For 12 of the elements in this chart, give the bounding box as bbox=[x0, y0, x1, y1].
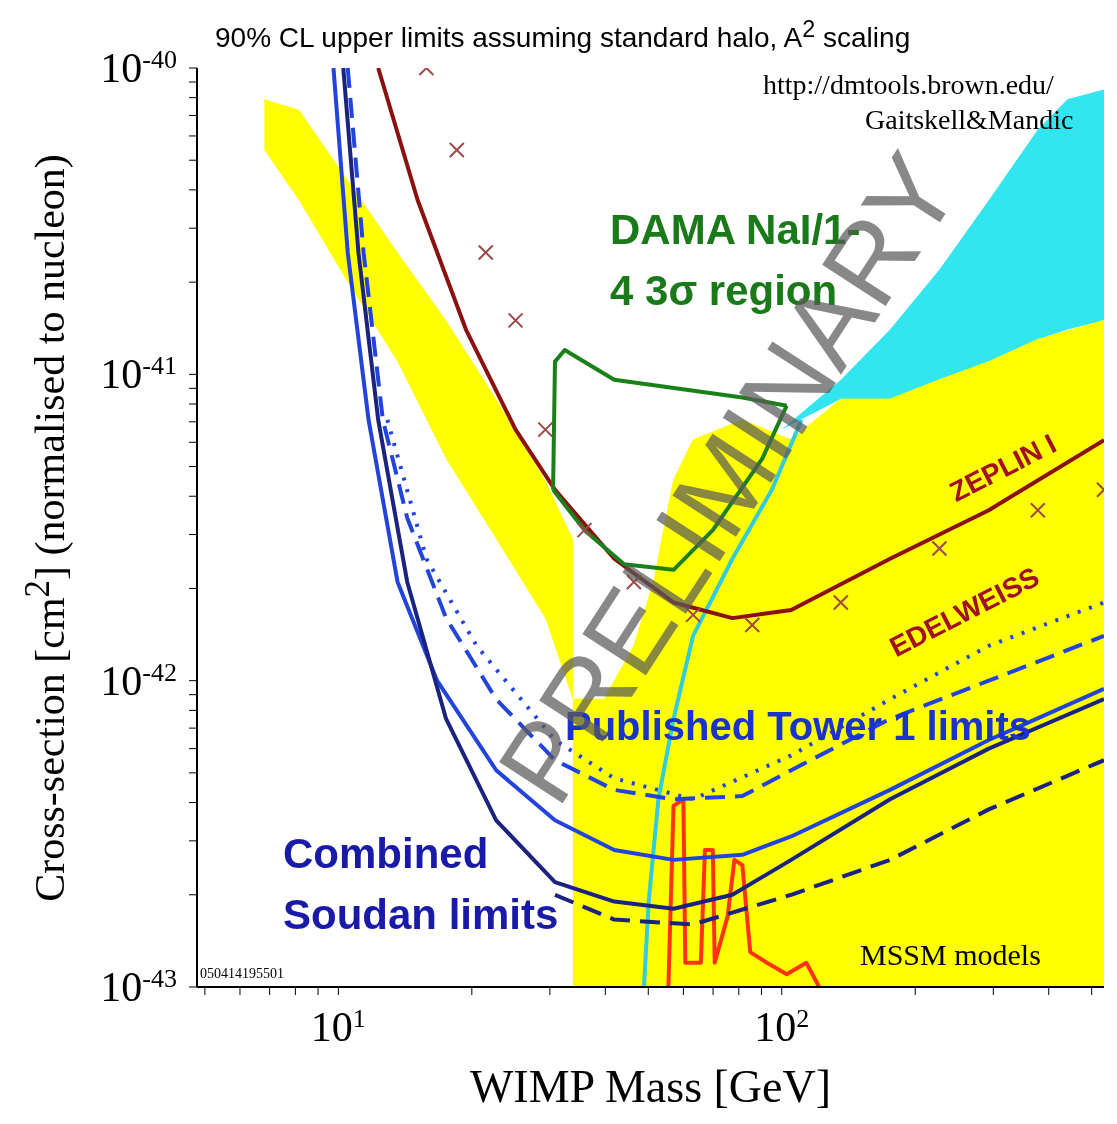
y-tick-label: 10$^{-42}$ bbox=[100, 657, 177, 704]
annotation: Combined Soudan limits bbox=[283, 829, 560, 940]
annotation: MSSM models bbox=[860, 938, 1041, 971]
y-tick-label: 10$^{-43}$ bbox=[100, 963, 177, 1010]
chart-title: 90% CL upper limits assuming standard halo, A$^{2}$ scaling bbox=[215, 16, 911, 55]
x-axis-title: WIMP Mass [GeV] bbox=[468, 1060, 833, 1113]
annotation: http://dmtools.brown.edu/ bbox=[763, 69, 1054, 101]
x-tick-label: 10$^{1}$ bbox=[310, 1003, 366, 1050]
x-tick-label: 10$^{2}$ bbox=[754, 1003, 810, 1050]
y-tick-label: 10$^{-40}$ bbox=[100, 44, 177, 91]
annotation: 050414195501 bbox=[200, 966, 284, 982]
y-tick-label: 10$^{-41}$ bbox=[100, 350, 177, 398]
